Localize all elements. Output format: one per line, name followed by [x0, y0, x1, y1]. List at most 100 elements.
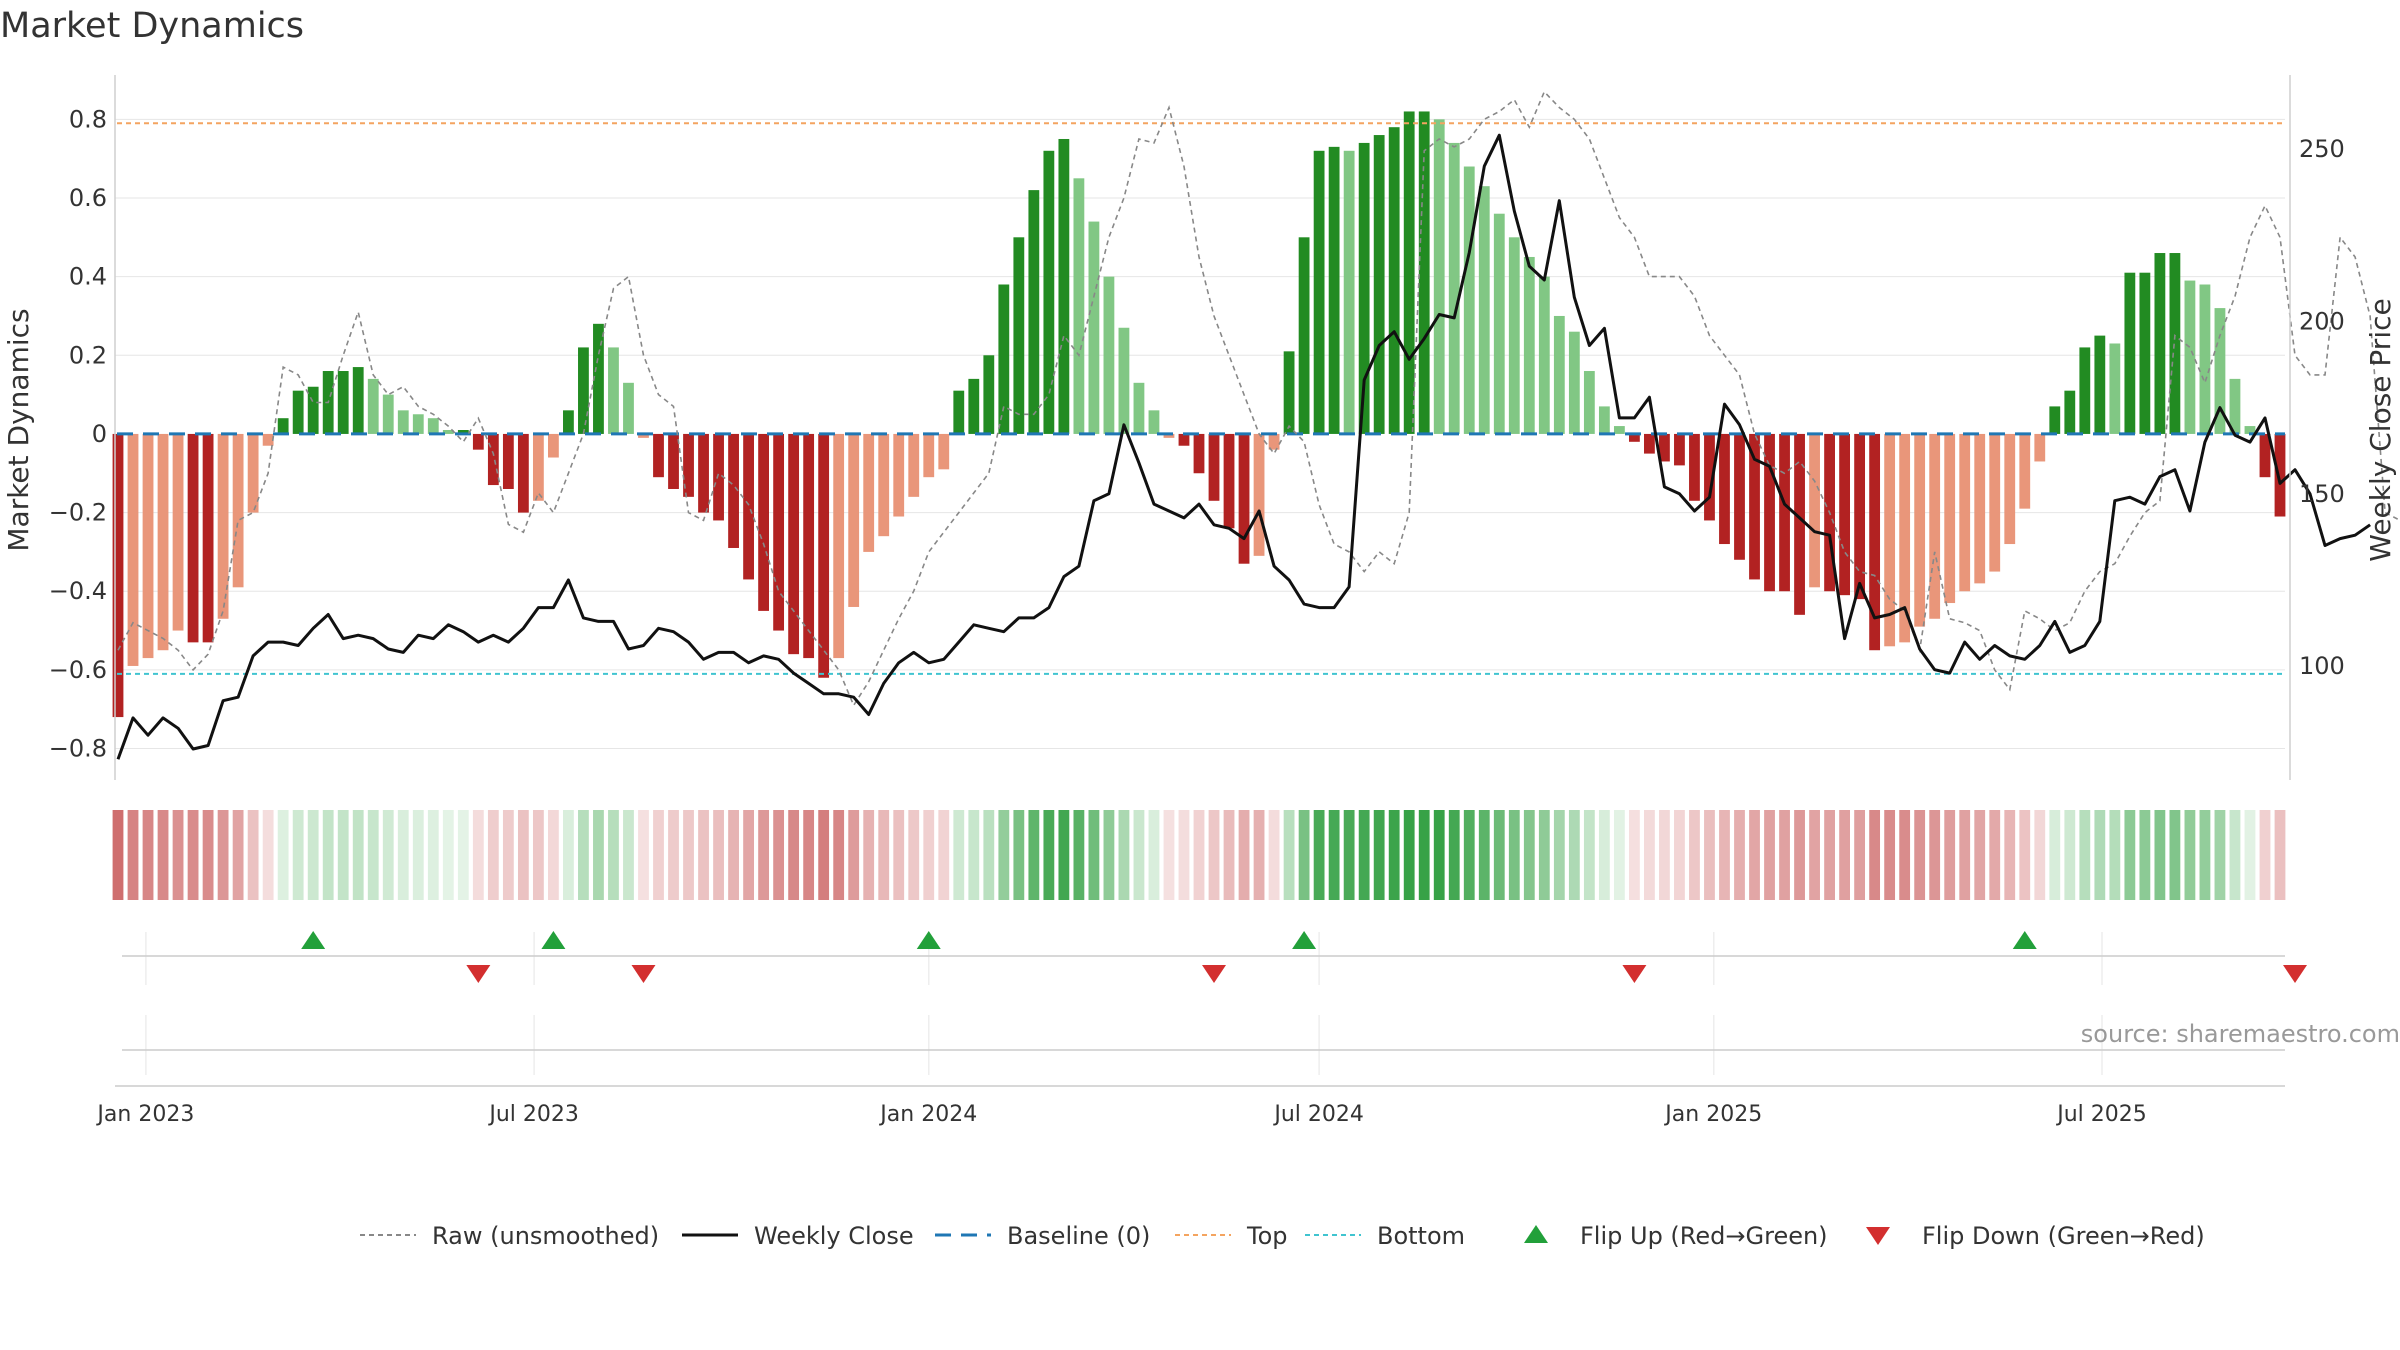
- regime-cell: [983, 810, 995, 900]
- legend-label: Weekly Close: [754, 1222, 914, 1250]
- regime-cell: [2244, 810, 2256, 900]
- md-bar: [1749, 433, 1760, 580]
- regime-cell: [953, 810, 965, 900]
- regime-cell: [638, 810, 649, 900]
- regime-cell: [1208, 810, 1220, 900]
- regime-cell: [2034, 810, 2046, 900]
- md-bar: [1734, 433, 1745, 560]
- flip-down-marker: [2283, 965, 2308, 983]
- y-tick-label: 0.4: [69, 263, 107, 291]
- md-bar: [217, 433, 229, 619]
- legend-item: Top: [1175, 1222, 1288, 1250]
- md-bar: [1914, 433, 1926, 627]
- md-bar: [367, 378, 379, 434]
- regime-cell: [1628, 810, 1640, 900]
- legend-label: Bottom: [1377, 1222, 1465, 1250]
- md-bar: [2064, 390, 2076, 434]
- md-bar: [1538, 276, 1550, 434]
- regime-cell: [457, 810, 469, 900]
- regime-cell: [397, 810, 409, 900]
- md-bar: [1974, 433, 1986, 584]
- regime-cell: [202, 810, 214, 900]
- md-bar: [2004, 433, 2016, 545]
- regime-cell: [517, 810, 529, 900]
- md-bar: [1493, 213, 1505, 434]
- flip-down-marker: [631, 965, 656, 983]
- md-bar: [758, 433, 770, 611]
- md-bar: [307, 386, 319, 434]
- md-bar: [1268, 433, 1280, 450]
- regime-cell: [1298, 810, 1310, 900]
- regime-cell: [2199, 810, 2211, 900]
- legend-label: Baseline (0): [1007, 1222, 1150, 1250]
- md-bar: [2244, 426, 2256, 434]
- md-bar: [1989, 433, 2001, 572]
- md-bar: [1178, 433, 1190, 446]
- regime-cell: [1403, 810, 1415, 900]
- regime-cell: [547, 810, 559, 900]
- regime-cell: [2229, 810, 2241, 900]
- regime-cell: [142, 810, 154, 900]
- flip-down-marker: [466, 965, 491, 983]
- md-bar: [1854, 433, 1866, 600]
- regime-cell: [2124, 810, 2136, 900]
- source-note: source: sharemaestro.com: [2080, 1020, 2400, 1048]
- regime-cell: [1674, 810, 1685, 900]
- md-bar: [352, 367, 364, 434]
- regime-cell: [833, 810, 845, 900]
- regime-cell: [1178, 810, 1190, 900]
- md-bar: [127, 433, 139, 666]
- regime-cell: [472, 810, 484, 900]
- regime-cell: [1463, 810, 1475, 900]
- y2-tick-label: 100: [2299, 652, 2345, 680]
- md-bar: [1118, 327, 1130, 434]
- regime-cell: [2064, 810, 2076, 900]
- md-bar: [2199, 284, 2211, 434]
- regime-cell: [112, 810, 124, 900]
- regime-cell: [322, 810, 334, 900]
- flip-up-marker: [541, 931, 566, 949]
- regime-cell: [2259, 810, 2271, 900]
- md-bar: [983, 355, 995, 434]
- regime-cell: [2169, 810, 2181, 900]
- md-bar: [1659, 433, 1670, 462]
- md-bar: [1704, 433, 1715, 521]
- legend-swatch-flip-down: [1866, 1227, 1890, 1245]
- flip-up-marker: [1292, 931, 1317, 949]
- md-bar: [1764, 433, 1775, 592]
- chart-title: Market Dynamics: [0, 6, 305, 46]
- md-bar: [1343, 150, 1355, 434]
- bars-layer: [112, 111, 2286, 718]
- md-bar: [1163, 433, 1175, 438]
- md-bar: [1598, 406, 1610, 434]
- regime-cell: [187, 810, 199, 900]
- md-bar: [2259, 433, 2271, 478]
- md-bar: [1328, 146, 1340, 434]
- regime-cell: [1538, 810, 1550, 900]
- y-tick-label: 0: [92, 420, 107, 448]
- legend-label: Flip Up (Red→Green): [1580, 1222, 1828, 1250]
- regime-cell: [1118, 810, 1130, 900]
- md-bar: [2079, 347, 2091, 434]
- legend-label: Flip Down (Green→Red): [1922, 1222, 2205, 1250]
- x-tick-label: Jul 2024: [1272, 1102, 1364, 1127]
- regime-cell: [1433, 810, 1445, 900]
- regime-cell: [1899, 810, 1911, 900]
- regime-cell: [1013, 810, 1025, 900]
- md-bar: [2169, 253, 2181, 434]
- md-bar: [2019, 433, 2031, 509]
- md-bar: [713, 433, 724, 521]
- regime-cell: [2184, 810, 2196, 900]
- regime-cell: [593, 810, 604, 900]
- regime-cell: [1043, 810, 1055, 900]
- md-bar: [142, 433, 154, 659]
- regime-cell: [1493, 810, 1505, 900]
- legend-item: Weekly Close: [682, 1222, 914, 1250]
- regime-cell: [863, 810, 875, 900]
- md-bar: [863, 433, 875, 552]
- regime-cell: [1944, 810, 1956, 900]
- md-bar: [728, 433, 739, 548]
- regime-cell: [1568, 810, 1580, 900]
- regime-cell: [2214, 810, 2226, 900]
